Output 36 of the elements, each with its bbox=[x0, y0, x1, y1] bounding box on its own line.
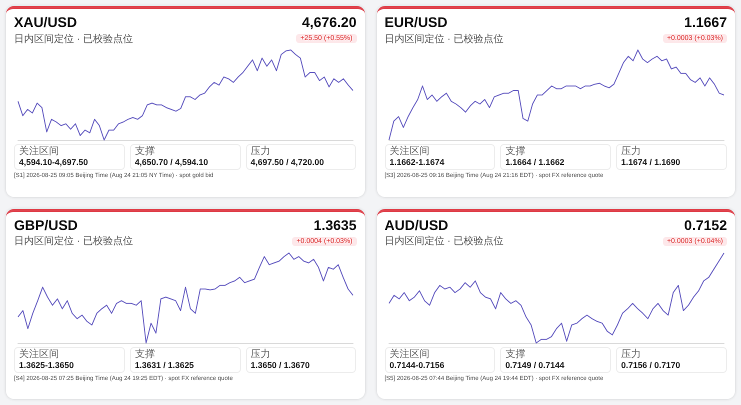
text: 0.7152 bbox=[684, 216, 727, 232]
text: 压力 bbox=[621, 348, 642, 360]
text: 压力 bbox=[250, 146, 272, 157]
chart-subtitle: 日内区间定位 · 已校验点位 bbox=[384, 32, 504, 46]
text: 4,594.10-4,697.50 bbox=[19, 157, 90, 168]
chart-subtitle: 日内区间定位 · 已校验点位 bbox=[14, 234, 133, 248]
text: 1.1662-1.1674 bbox=[390, 157, 446, 168]
chart-title: EUR/USD bbox=[384, 14, 448, 30]
text: 压力 bbox=[250, 348, 272, 360]
chart-subtitle: 日内区间定位 · 已校验点位 bbox=[14, 32, 133, 46]
text: 4,676.20 bbox=[302, 14, 356, 30]
text: 支撑 bbox=[505, 348, 526, 360]
text: 1.1664 / 1.1662 bbox=[505, 157, 566, 168]
text: 支撑 bbox=[505, 146, 526, 157]
text: 1.3650 / 1.3670 bbox=[250, 360, 311, 370]
text: 1.1667 bbox=[684, 14, 727, 30]
text: 支撑 bbox=[134, 146, 156, 157]
text: 关注区间 bbox=[390, 146, 430, 157]
text: 关注区间 bbox=[19, 348, 60, 360]
text: 关注区间 bbox=[19, 146, 60, 157]
chart-title: XAU/USD bbox=[14, 14, 78, 30]
text: 关注区间 bbox=[390, 348, 430, 360]
text: 0.7144-0.7156 bbox=[390, 360, 446, 370]
chart-title: GBP/USD bbox=[14, 216, 78, 232]
chart-title: AUD/USD bbox=[384, 216, 448, 232]
text: 1.3635 bbox=[314, 216, 356, 232]
text: 1.3625-1.3650 bbox=[19, 360, 75, 370]
text: 0.7149 / 0.7144 bbox=[505, 360, 566, 370]
text: 1.3631 / 1.3625 bbox=[134, 360, 195, 370]
text: 支撑 bbox=[134, 348, 156, 360]
text: 0.7156 / 0.7170 bbox=[621, 360, 682, 370]
text: 4,697.50 / 4,720.00 bbox=[250, 157, 325, 168]
text: 压力 bbox=[621, 146, 642, 157]
text: 4,650.70 / 4,594.10 bbox=[134, 157, 210, 168]
chart-subtitle: 日内区间定位 · 已校验点位 bbox=[384, 234, 504, 248]
text: 1.1674 / 1.1690 bbox=[621, 157, 682, 168]
